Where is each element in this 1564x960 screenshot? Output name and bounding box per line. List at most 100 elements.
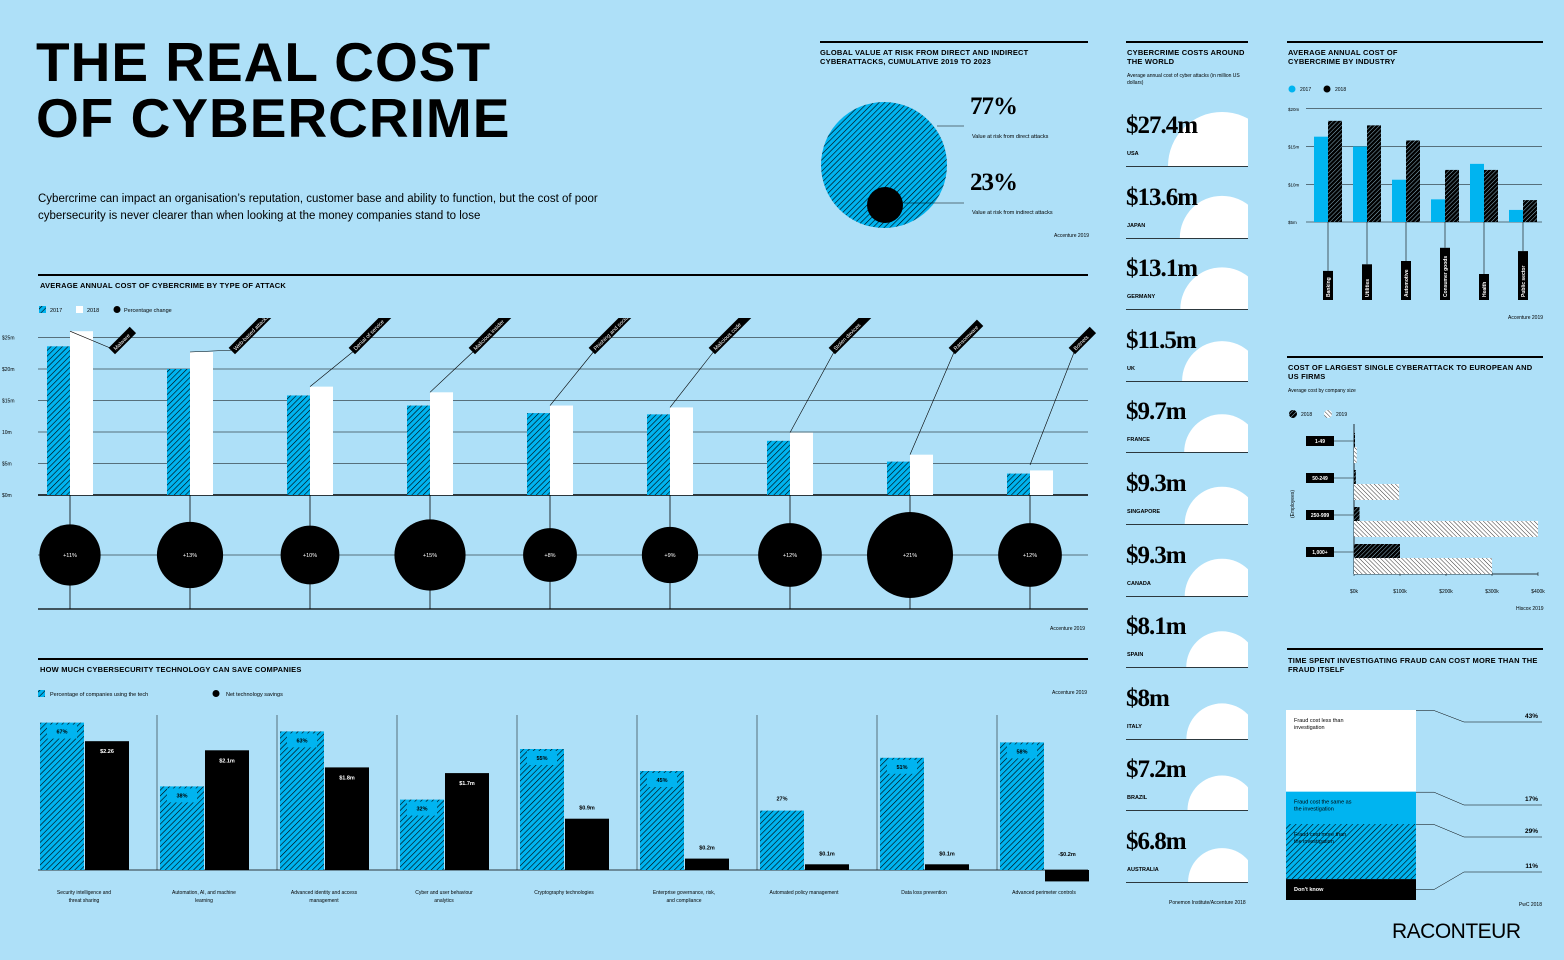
tech-bar-savings (205, 750, 249, 870)
tech-bar-savings (685, 858, 729, 870)
tech-pct-bg (47, 724, 77, 739)
industry-tag-bg (1440, 247, 1450, 300)
largest-xtick: $0k (1350, 589, 1359, 595)
industry-legend-swatch-2017 (1288, 85, 1296, 93)
risk-title: GLOBAL VALUE AT RISK FROM DIRECT AND IND… (820, 48, 1029, 66)
fraud-segment (1286, 824, 1416, 880)
largest-legend-2018: 2018 (1301, 412, 1312, 418)
attack-bar-2017 (647, 414, 670, 495)
tech-pct-bg (287, 733, 317, 748)
fraud-leader (1416, 824, 1542, 838)
largest-bar-2018 (1354, 544, 1400, 558)
tech-pct-bg (1007, 744, 1037, 759)
largest-bar-2019 (1354, 558, 1492, 574)
country-semicircle (1126, 703, 1248, 740)
country-row: $9.3m CANADA (1126, 526, 1248, 597)
fraud-category-label: Fraud cost the same as (1294, 800, 1352, 806)
attack-label-leader (669, 349, 716, 408)
country-semicircle (1126, 848, 1248, 883)
country-semicircle-shape (1179, 195, 1248, 238)
attack-legend-swatch-pct (113, 306, 121, 313)
attack-pct-label: +15% (423, 553, 437, 559)
risk-indirect-desc: Value at risk from indirect attacks (972, 210, 1053, 216)
title-line-1: THE REAL COST (36, 31, 492, 93)
industry-bar-2017 (1470, 163, 1484, 222)
attack-category-tag: Malicious insider (468, 318, 521, 355)
intro-text: Cybercrime can impact an organisation’s … (38, 193, 598, 222)
risk-source: Accenture 2019 (1054, 233, 1090, 239)
tech-bar-pct (760, 810, 804, 870)
largest-rule (1287, 356, 1543, 358)
attack-legend-2018: 2018 (87, 308, 99, 314)
tech-legend-swatch-savings (212, 690, 220, 697)
industry-ytick: $5m (1288, 220, 1297, 225)
fraud-title: TIME SPENT INVESTIGATING FRAUD CAN COST … (1288, 656, 1538, 674)
tech-pct-label: 51% (896, 765, 907, 771)
attack-category-label: Malicious code (713, 322, 743, 352)
risk-rule (820, 41, 1088, 43)
country-row: $6.8m AUSTRALIA (1126, 812, 1248, 883)
country-list: $27.4m USA $13.6m JAPAN $13.1m GERMANY $11.5m U… (1126, 96, 1248, 896)
tech-pct-bg (887, 759, 917, 774)
industry-tag-bg (1362, 264, 1372, 300)
country-semicircle (1126, 775, 1248, 812)
largest-bar-2018 (1354, 470, 1356, 484)
industry-legend: 2017 2018 (1288, 85, 1346, 93)
attack-bar-2018 (430, 392, 453, 495)
industry-chart: $5m $10m $15m $20m Banking Utilities Automotiv… (1288, 107, 1542, 300)
largest-xtick: $200k (1439, 589, 1453, 595)
industry-tag-bg (1479, 274, 1489, 300)
tech-category-label: Advanced identity and access (291, 890, 358, 896)
industry-bar-2018 (1523, 200, 1537, 222)
country-value: $9.3m (1126, 470, 1187, 497)
largest-legend: 2018 2019 (1289, 410, 1347, 418)
tech-pct-label: 55% (536, 756, 547, 762)
largest-source: Hiscox 2019 (1516, 606, 1544, 612)
tech-source: Accenture 2019 (1052, 690, 1088, 696)
attack-category-bg (588, 318, 674, 355)
country-name: SPAIN (1127, 652, 1144, 659)
attack-label-leader (429, 349, 476, 393)
largest-category-label: 250-999 (1311, 513, 1330, 519)
fraud-value-label: 11% (1525, 863, 1538, 870)
attack-ytick: $20m (2, 367, 15, 373)
country-value: $13.1m (1126, 255, 1198, 283)
risk-direct-circle (821, 102, 947, 228)
industry-bar-2018 (1445, 169, 1459, 222)
fraud-leader (1416, 871, 1542, 890)
attack-rule (38, 274, 1088, 276)
tech-pct-label: 27% (776, 797, 787, 803)
attack-legend-swatch-2018 (76, 306, 83, 313)
attack-bar-2018 (1030, 470, 1053, 495)
industry-bar-2018 (1367, 125, 1381, 222)
country-title: CYBERCRIME COSTS AROUND THE WORLD (1127, 48, 1245, 66)
country-semicircle-shape (1180, 267, 1248, 310)
industry-category-label: Banking (1326, 277, 1332, 297)
attack-bar-2017 (47, 346, 70, 495)
attack-bar-2017 (167, 369, 190, 495)
country-name: ITALY (1127, 723, 1142, 730)
industry-tag-bg (1518, 251, 1528, 300)
industry-category-label: Health (1482, 282, 1488, 297)
industry-bar-2017 (1314, 136, 1328, 222)
industry-source: Accenture 2019 (1508, 315, 1544, 321)
attack-ytick: $25m (2, 336, 15, 342)
country-row: $27.4m USA (1126, 96, 1248, 167)
tech-legend-savings: Net technology savings (226, 692, 283, 698)
industry-category-label: Public sector (1521, 266, 1527, 297)
attack-bar-2017 (1007, 473, 1030, 495)
country-semicircle (1126, 558, 1248, 597)
attack-category-bg (468, 318, 521, 355)
fraud-value-label: 17% (1525, 796, 1538, 803)
attack-legend-swatch-2017 (39, 306, 46, 313)
tech-bar-savings (325, 767, 369, 870)
risk-chart (821, 102, 964, 228)
attack-category-label: Denial of service (353, 319, 386, 352)
country-semicircle (1126, 486, 1248, 525)
tech-legend: Percentage of companies using the tech N… (38, 690, 283, 698)
attack-category-label: Malicious insider (473, 319, 506, 352)
industry-ytick: $20m (1288, 107, 1300, 112)
attack-label-leader (789, 349, 836, 433)
attack-bar-2017 (407, 405, 430, 495)
